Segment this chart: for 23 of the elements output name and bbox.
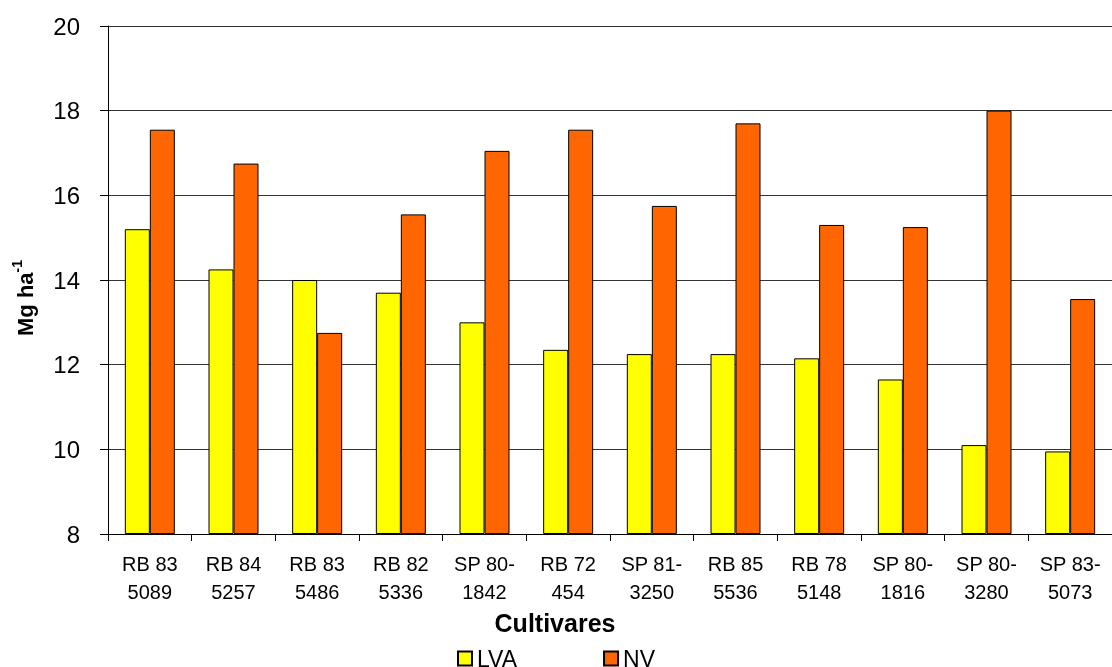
x-tick-label: SP 80-1816	[872, 553, 934, 603]
y-tick-label: 10	[53, 435, 80, 463]
x-tick-label: SP 83-5073	[1039, 553, 1101, 603]
x-axis-title: Cultivares	[494, 609, 616, 638]
y-tick-label: 14	[53, 266, 80, 294]
y-tick-label: 18	[53, 97, 80, 125]
x-tick-label: RB 84 5257	[205, 553, 262, 603]
x-tick-label: RB 83 5089	[122, 553, 178, 603]
y-axis-title: Mg ha-1	[9, 259, 38, 337]
legend-label: LVA	[477, 645, 518, 667]
x-tick-label: RB 83 5486	[289, 553, 345, 603]
x-tick-label: RB 82 5336	[373, 553, 429, 603]
x-tick-label: RB 78 5148	[791, 553, 847, 603]
y-tick-label: 8	[66, 520, 80, 548]
legend-label: NV	[623, 645, 656, 667]
x-tick-label: SP 80-3280	[956, 553, 1017, 603]
y-tick-label: 20	[53, 12, 80, 40]
y-tick-label: 12	[53, 351, 80, 379]
y-tick-label: 16	[53, 181, 80, 209]
x-tick-label: RB 85 5536	[707, 553, 764, 603]
x-tick-label: SP 80-1842	[454, 553, 515, 603]
x-tick-label: SP 81-3250	[621, 553, 683, 603]
x-tick-label: RB 72 454	[540, 553, 596, 603]
